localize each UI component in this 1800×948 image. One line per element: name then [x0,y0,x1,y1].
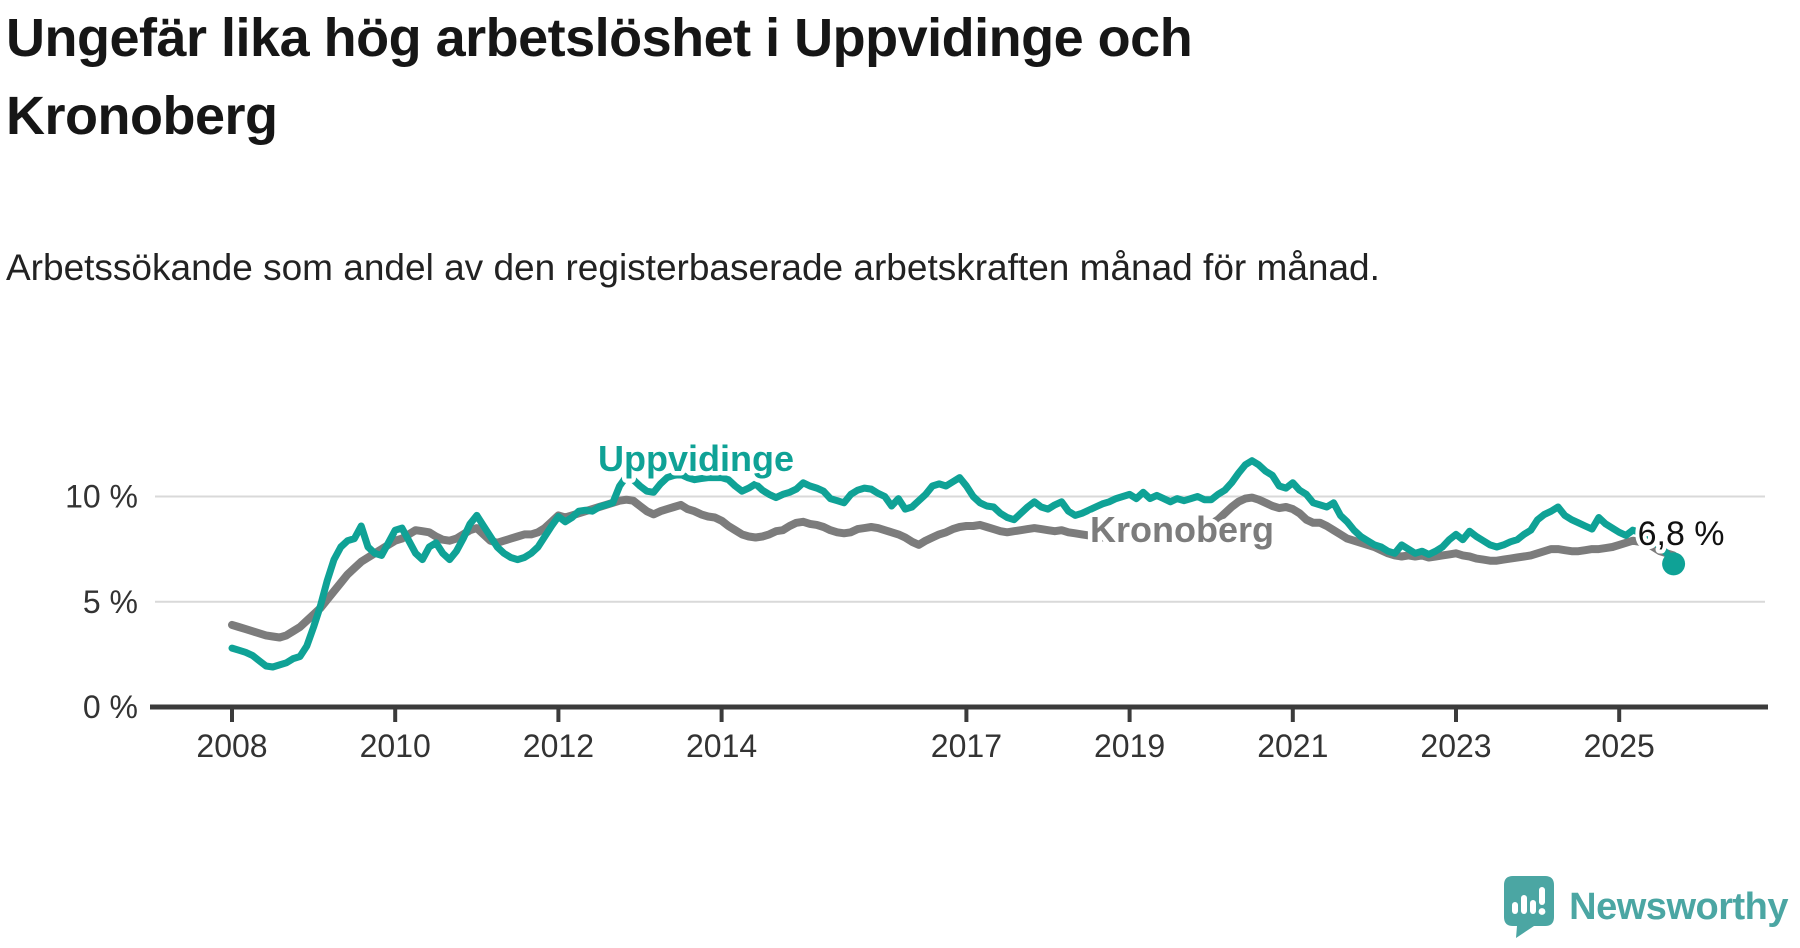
series-lines [228,457,1678,671]
x-tick-label-2010: 2010 [360,728,431,764]
x-tick-label-2012: 2012 [523,728,594,764]
series-label-uppvidinge: Uppvidinge [598,438,794,479]
series-line-uppvidinge [228,457,1678,671]
page-title: Ungefär lika hög arbetslöshet i Uppvidin… [6,8,1193,146]
x-tick-label-2023: 2023 [1420,728,1491,764]
logo-bar-1 [1512,902,1519,914]
gridlines [155,495,1765,603]
x-tick-label-2021: 2021 [1257,728,1328,764]
x-axis-ticks: 2008 2010 2012 2014 2017 2019 2021 2023 2025 [196,708,1655,764]
x-tick-label-2019: 2019 [1094,728,1165,764]
x-tick-label-2008: 2008 [196,728,267,764]
logo-bar-2 [1521,895,1528,914]
newsworthy-chart-bubble-icon [1504,876,1555,938]
chart-subtitle: Arbetssökande som andel av den registerb… [6,247,1380,288]
logo-exclamation-dot [1538,908,1546,915]
y-axis-labels: 0 % 5 % 10 % [65,479,138,726]
x-tick-label-2014: 2014 [686,728,757,764]
series-line-kronoberg [228,493,1678,642]
latest-value-label: 6,8 % [1638,515,1725,553]
y-tick-label-0pct: 0 % [83,689,138,725]
logo-text: Newsworthy [1569,885,1788,928]
logo-exclamation-bar [1539,887,1546,905]
x-tick-label-2017: 2017 [931,728,1002,764]
y-tick-label-10pct: 10 % [65,479,138,515]
series-label-kronoberg: Kronoberg [1090,509,1274,550]
y-tick-label-5pct: 5 % [83,584,138,620]
latest-value-dot [1662,552,1686,576]
logo-bubble-shape [1504,876,1555,938]
logo-bar-3 [1530,900,1537,914]
x-tick-label-2025: 2025 [1584,728,1655,764]
newsworthy-logo: Newsworthy [1502,874,1788,940]
